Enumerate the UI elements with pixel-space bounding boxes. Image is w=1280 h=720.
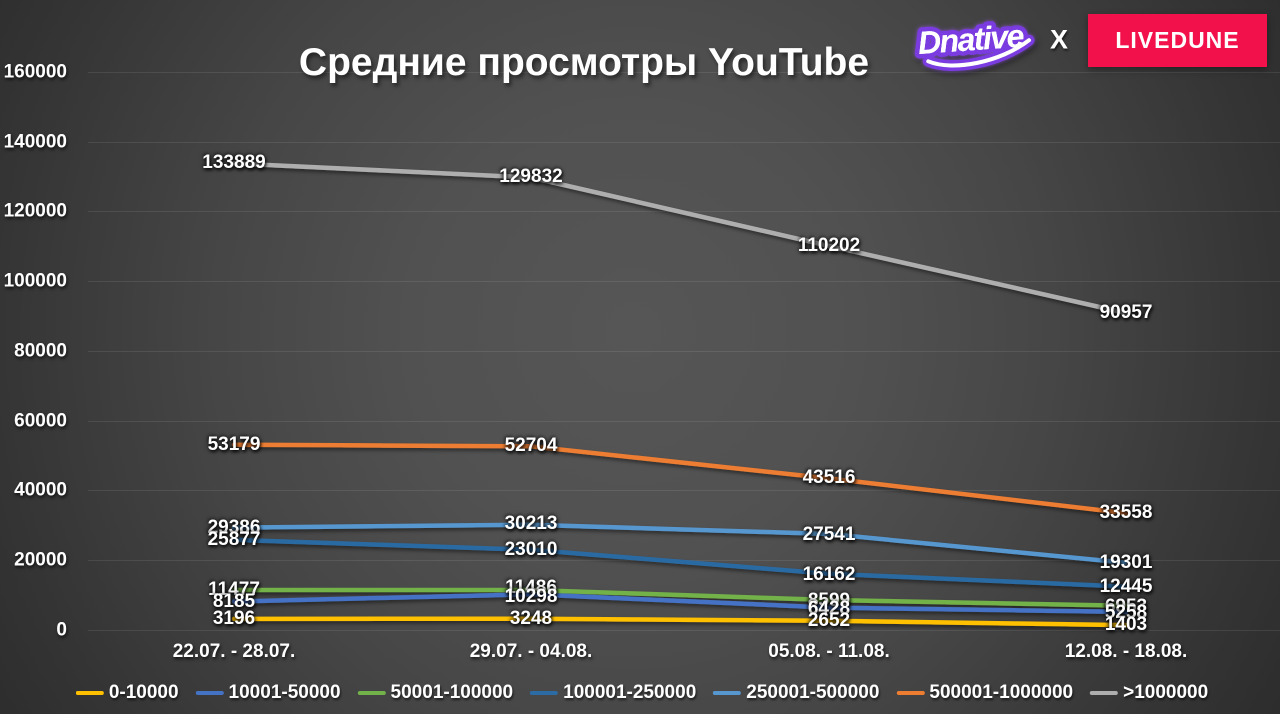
svg-text:Dnative: Dnative bbox=[917, 18, 1025, 61]
